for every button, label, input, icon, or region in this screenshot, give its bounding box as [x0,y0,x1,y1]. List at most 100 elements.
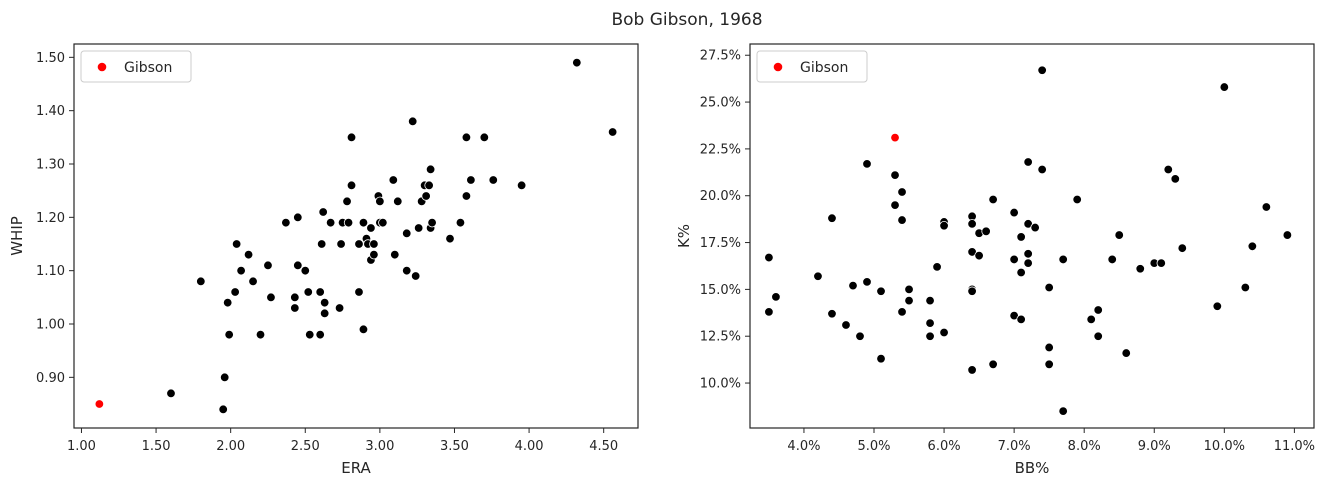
data-point [981,226,991,237]
gibson-point [890,132,900,143]
data-point [354,239,364,249]
data-point [319,308,330,319]
data-point [293,212,303,223]
data-point [1023,258,1033,268]
data-point [988,359,998,370]
data-point [407,116,418,127]
x-tick-label: 2.50 [291,439,320,454]
y-axis-label: WHIP [8,216,26,256]
data-point [1282,230,1293,240]
data-point [1086,314,1096,325]
data-point [219,372,230,383]
data-point [402,265,412,276]
data-point [1163,164,1173,175]
data-point [461,191,472,201]
data-point [354,287,364,297]
y-tick-label: 0.90 [36,371,65,386]
data-point [343,217,354,228]
data-point [393,196,403,207]
data-point [290,303,300,313]
data-point [369,249,379,260]
data-point [410,271,421,281]
data-point [967,219,977,229]
gibson-point [94,399,105,409]
data-point [1016,232,1026,242]
x-tick-label: 11.0% [1274,439,1315,454]
data-point [318,207,328,217]
y-tick-label: 25.0% [700,96,741,111]
data-point [827,213,837,223]
data-point [424,180,434,191]
plot-frame [749,43,1315,429]
data-point [876,286,886,296]
data-point [466,175,476,185]
data-point [366,223,376,233]
data-point [479,132,490,143]
x-tick-label: 8.0% [1068,439,1101,454]
data-point [1240,282,1251,293]
legend-box [756,50,868,83]
data-point [236,265,246,276]
data-point [771,292,781,302]
data-point [848,280,858,291]
data-point [303,287,313,297]
data-point [1009,207,1019,218]
data-point [461,132,472,143]
x-tick-label: 3.50 [440,439,469,454]
data-point [1247,241,1258,252]
data-point [1114,230,1124,240]
data-point [1023,249,1033,259]
data-point [1030,222,1040,233]
data-point [1093,331,1103,341]
x-axis-label: BB% [1015,459,1050,477]
data-point [425,164,436,175]
data-point [1170,174,1180,184]
data-point [939,327,949,338]
data-point [266,292,276,303]
data-point [316,239,327,249]
x-tick-label: 9.0% [1138,439,1171,454]
y-tick-label: 1.20 [36,211,65,226]
data-point [974,250,984,261]
data-point [230,287,240,297]
chart-era-whip: 1.00 1.50 2.00 2.50 3.00 3.50 4.00 4.50 0.90 1.00… [8,43,639,477]
data-point [1107,254,1117,265]
data-point [841,320,851,330]
data-point [1121,348,1131,358]
data-point [1044,342,1054,353]
data-point [1156,258,1166,268]
legend: Gibson [756,50,868,83]
data-point [1037,65,1047,75]
data-point [315,329,325,340]
data-point [243,249,254,260]
data-point [1177,243,1187,253]
data-point [1037,164,1047,175]
y-axis-label: K% [675,224,693,248]
y-tick-label: 1.30 [36,158,65,173]
data-point [488,175,498,185]
data-point [378,217,388,228]
y-tick-label: 1.00 [36,318,65,333]
data-point [1072,194,1082,205]
data-point [862,159,872,169]
data-point [231,239,242,249]
y-tick-label: 12.5% [700,330,741,345]
data-point [255,329,266,340]
data-point [1219,82,1230,92]
x-tick-label: 3.00 [365,439,394,454]
data-point [263,260,273,271]
data-point [346,132,357,143]
data-point [455,217,466,228]
data-point [402,228,412,239]
data-point [222,297,233,308]
data-point [939,220,949,231]
data-point [346,180,357,191]
data-point [358,217,369,228]
data-point [827,309,837,319]
y-tick-label: 27.5% [700,49,741,64]
data-point [166,388,176,399]
y-tick-label: 22.5% [700,142,741,157]
x-tick-label: 4.0% [787,439,820,454]
data-point [421,191,431,201]
